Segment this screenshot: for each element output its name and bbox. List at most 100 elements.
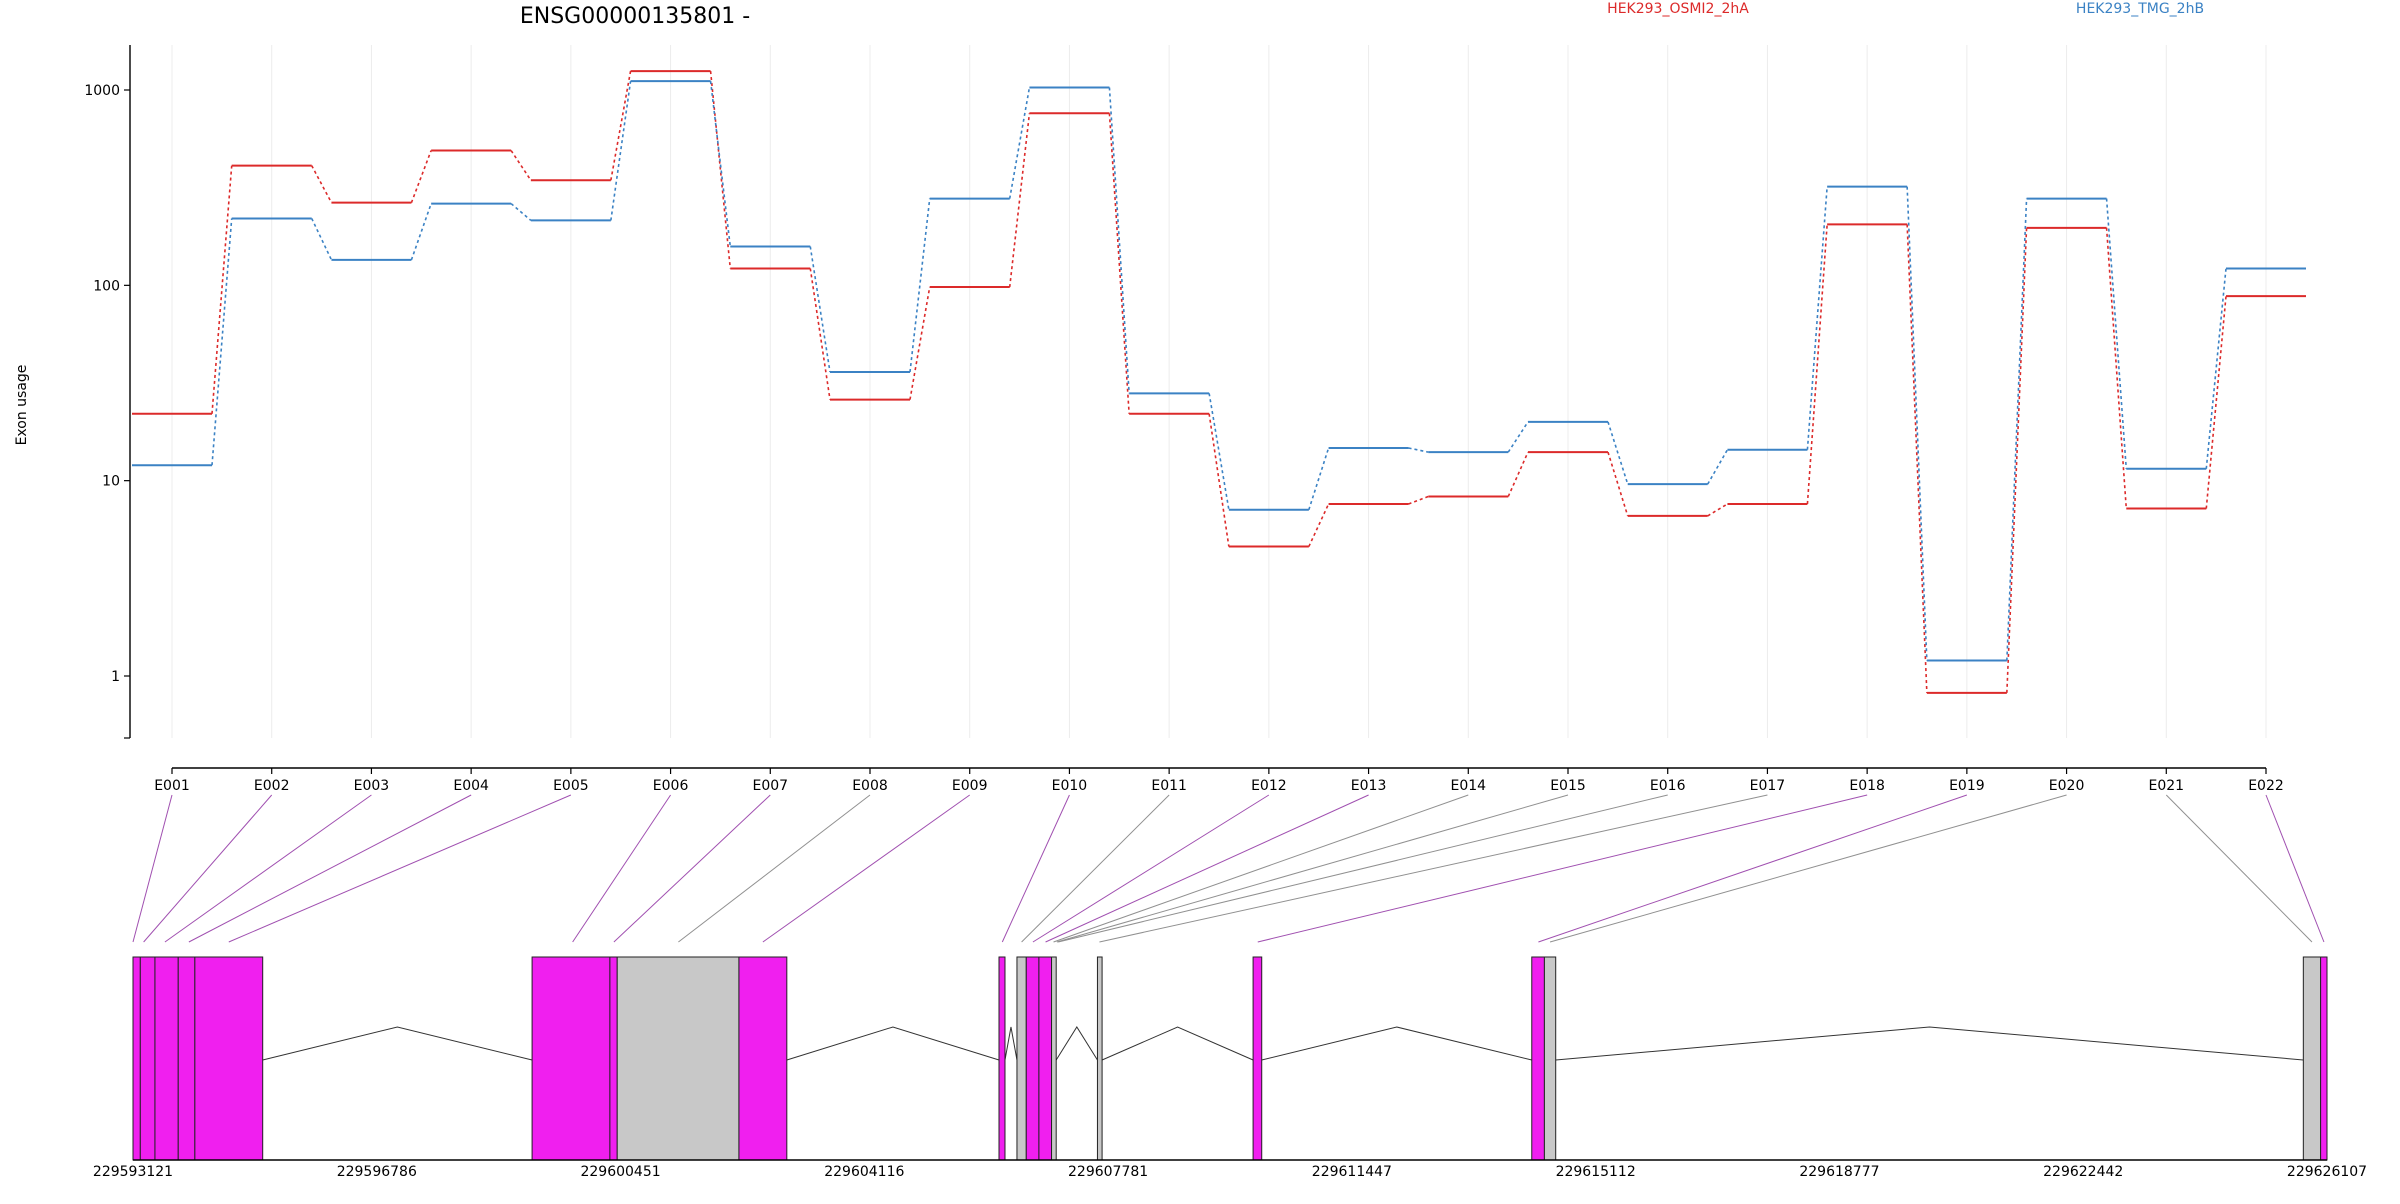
intron-18 [1555, 1026, 2304, 1061]
x-tick-label-e011: E011 [1151, 778, 1187, 794]
series-2-connector-9 [1008, 87, 1031, 199]
series-1-connector-8 [909, 286, 931, 400]
exon-block-3 [154, 956, 179, 1161]
exon-block-6 [531, 956, 611, 1161]
exon-block-2 [139, 956, 156, 1161]
series-2-connector-11 [1208, 393, 1230, 510]
intron-14 [1055, 1026, 1098, 1061]
exon-link-e015 [1056, 794, 1569, 943]
exon-link-e010 [1001, 794, 1070, 943]
intron-9 [786, 1026, 1000, 1061]
series-2-connector-4 [510, 203, 532, 222]
exon-block-5 [194, 956, 264, 1161]
exon-block-12 [1025, 956, 1040, 1161]
intron-15 [1101, 1026, 1254, 1061]
exon-block-11 [1016, 956, 1027, 1161]
x-tick-label-e008: E008 [852, 778, 888, 794]
x-tick-label-e017: E017 [1750, 778, 1786, 794]
exon-link-e009 [762, 794, 971, 943]
intron-10 [1004, 1026, 1018, 1061]
genomic-tick-label-10: 229626107 [2287, 1164, 2367, 1180]
x-tick-label-e019: E019 [1949, 778, 1985, 794]
series-layer [132, 70, 2306, 694]
exon-block-4 [177, 956, 196, 1161]
grid [171, 45, 2267, 738]
x-tick-label-e004: E004 [453, 778, 489, 794]
genomic-tick-label-9: 229622442 [2043, 1164, 2123, 1180]
exon-link-e016 [1058, 794, 1668, 943]
x-tick-label-e009: E009 [952, 778, 988, 794]
x-tick-label-e003: E003 [354, 778, 390, 794]
series-1-connector-16 [1707, 503, 1728, 517]
x-tick-label-e022: E022 [2248, 778, 2284, 794]
gene-model: 229593121 229596786 229600451 229604116 2296… [93, 956, 2367, 1180]
series-1-connector-5 [610, 70, 632, 181]
x-tick-label-e016: E016 [1650, 778, 1686, 794]
genomic-tick-label-1: 229593121 [93, 1164, 173, 1180]
y-tick-label-100: 100 [93, 278, 120, 294]
exon-block-15 [1096, 956, 1103, 1161]
exon-link-e020 [1549, 794, 2067, 943]
exon-link-e008 [678, 794, 871, 943]
exon-block-9 [738, 956, 788, 1161]
legend-label-series-1: HEK293_OSMI2_2hA [1607, 1, 1749, 17]
series-2-connector-16 [1707, 449, 1729, 485]
y-tick-label-1: 1 [111, 669, 120, 685]
x-tick-label-e012: E012 [1251, 778, 1287, 794]
genomic-tick-label-3: 229600451 [580, 1164, 660, 1180]
exon-link-e002 [143, 794, 273, 943]
y-tick-label-1000: 1000 [84, 83, 120, 99]
genomic-tick-label-7: 229615112 [1556, 1164, 1636, 1180]
series-2-connector-10 [1108, 87, 1130, 394]
exon-block-16 [1252, 956, 1263, 1161]
series-1-connector-7 [809, 268, 831, 400]
series-2-connector-21 [2205, 268, 2227, 469]
y-tick-label-10: 10 [102, 474, 120, 490]
exon-block-18 [1543, 956, 1557, 1161]
exon-block-13 [1038, 956, 1053, 1161]
series-1-connector-9 [1008, 113, 1031, 288]
series-1-connector-11 [1208, 413, 1230, 547]
x-tick-label-e005: E005 [553, 778, 589, 794]
exon-link-e006 [572, 794, 671, 943]
series-2-connector-3 [410, 203, 432, 261]
series-2-connector-1 [211, 218, 233, 466]
series-2-connector-14 [1507, 421, 1529, 453]
exon-block-10 [998, 956, 1006, 1161]
legend-label-series-2: HEK293_TMG_2hB [2076, 1, 2204, 17]
genomic-tick-label-2: 229596786 [337, 1164, 417, 1180]
series-1-connector-4 [510, 150, 532, 181]
exon-links [132, 794, 2325, 943]
exon-block-19 [2302, 956, 2322, 1161]
series-2-connector-6 [709, 81, 732, 247]
series-2-connector-17 [1806, 186, 1828, 450]
x-tick-label-e020: E020 [2049, 778, 2085, 794]
genomic-tick-label-4: 229604116 [824, 1164, 904, 1180]
x-tick-label-e001: E001 [154, 778, 190, 794]
series-1-connector-17 [1806, 224, 1828, 505]
exon-block-20 [2320, 956, 2328, 1161]
exon-link-e013 [1045, 794, 1369, 943]
series-2-connector-5 [610, 81, 632, 221]
series-1-connector-21 [2205, 296, 2227, 509]
series-1-connector-20 [2105, 227, 2128, 509]
series-1-connector-12 [1308, 503, 1330, 547]
genomic-tick-label-5: 229607781 [1068, 1164, 1148, 1180]
series-2-connector-13 [1408, 447, 1429, 453]
series-1-connector-15 [1607, 451, 1629, 517]
y-axis-label: Exon usage [14, 365, 30, 446]
exon-link-e022 [2265, 794, 2325, 943]
exon-link-e005 [228, 794, 572, 943]
x-tick-label-e006: E006 [653, 778, 689, 794]
series-2-connector-20 [2105, 198, 2128, 469]
series-1-connector-3 [410, 150, 432, 203]
x-tick-label-e014: E014 [1450, 778, 1486, 794]
exon-link-e017 [1099, 794, 1768, 943]
genomic-tick-label-8: 229618777 [1799, 1164, 1879, 1180]
exon-block-7 [609, 956, 618, 1161]
exon-block-1 [132, 956, 141, 1161]
series-1-connector-14 [1507, 451, 1529, 497]
exon-link-e012 [1032, 794, 1270, 943]
intron-5 [262, 1026, 533, 1061]
